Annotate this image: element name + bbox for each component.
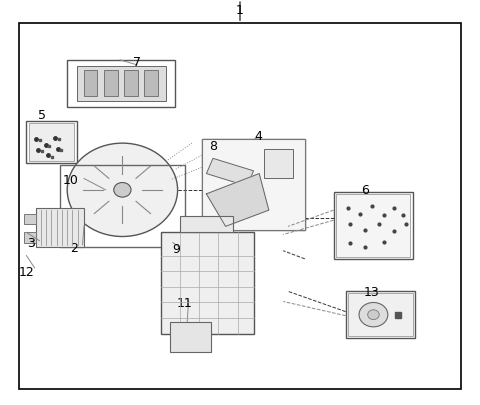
Bar (60, 166, 185, 247)
Bar (170, 322, 211, 352)
Text: 11: 11 (177, 296, 192, 309)
Text: 9: 9 (173, 243, 180, 256)
Circle shape (114, 183, 131, 198)
Bar (348, 294, 413, 336)
Bar (334, 192, 413, 259)
Circle shape (368, 310, 379, 320)
Text: 5: 5 (38, 109, 46, 122)
Bar (29, 124, 74, 162)
Text: 3: 3 (27, 237, 35, 249)
Bar (124, 71, 138, 97)
Bar (36, 209, 84, 247)
Bar (202, 140, 305, 231)
Bar (26, 122, 77, 164)
Circle shape (67, 144, 178, 237)
Bar (202, 140, 305, 231)
Bar (206, 159, 253, 187)
Bar (84, 71, 97, 97)
Bar (19, 24, 461, 389)
Polygon shape (206, 174, 269, 227)
Text: 13: 13 (364, 285, 380, 298)
Text: 8: 8 (210, 139, 217, 152)
Bar (104, 71, 118, 97)
Bar (346, 292, 415, 338)
Bar (24, 233, 36, 243)
Text: 7: 7 (133, 56, 141, 69)
Circle shape (359, 303, 388, 327)
Text: 2: 2 (71, 241, 78, 254)
Text: 10: 10 (63, 174, 79, 187)
Bar (77, 67, 166, 101)
Bar (144, 71, 158, 97)
Text: 1: 1 (236, 4, 244, 17)
Bar (24, 215, 36, 225)
Bar (336, 194, 410, 257)
Text: 12: 12 (19, 265, 34, 278)
Text: 6: 6 (361, 184, 369, 197)
Bar (67, 61, 175, 107)
Bar (180, 217, 233, 233)
Bar (264, 150, 293, 178)
Bar (161, 233, 254, 334)
Text: 4: 4 (254, 129, 262, 142)
